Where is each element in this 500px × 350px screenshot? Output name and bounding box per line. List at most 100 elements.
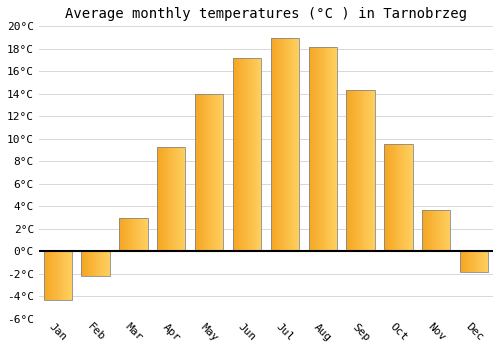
Bar (315, 47, 316, 251)
Bar (251, 58, 252, 251)
Bar (94, 251, 96, 276)
Bar (479, 251, 480, 272)
Bar (408, 145, 409, 251)
Bar (443, 210, 444, 251)
Bar (372, 90, 373, 251)
Bar (371, 90, 372, 251)
Bar (308, 47, 310, 251)
Bar (334, 47, 335, 251)
Bar (213, 94, 214, 251)
Bar (107, 251, 108, 276)
Bar (446, 210, 448, 251)
Bar (56, 251, 57, 300)
Bar (106, 251, 107, 276)
Bar (445, 210, 446, 251)
Bar (475, 251, 476, 272)
Bar (436, 210, 437, 251)
Bar (69, 251, 70, 300)
Bar (162, 147, 163, 251)
Bar (260, 58, 261, 251)
Bar (123, 218, 124, 251)
Bar (103, 251, 104, 276)
Bar (308, 47, 337, 251)
Bar (286, 37, 287, 251)
Bar (356, 90, 357, 251)
Bar (140, 218, 141, 251)
Bar (352, 90, 353, 251)
Bar (373, 90, 374, 251)
Bar (430, 210, 432, 251)
Bar (367, 90, 368, 251)
Bar (333, 47, 334, 251)
Bar (312, 47, 313, 251)
Bar (126, 218, 127, 251)
Bar (176, 147, 177, 251)
Bar (439, 210, 440, 251)
Bar (298, 37, 299, 251)
Bar (358, 90, 360, 251)
Bar (314, 47, 315, 251)
Bar (71, 251, 72, 300)
Bar (145, 218, 146, 251)
Bar (243, 58, 244, 251)
Bar (87, 251, 88, 276)
Bar (96, 251, 98, 276)
Bar (278, 37, 279, 251)
Bar (432, 210, 434, 251)
Bar (484, 251, 486, 272)
Bar (121, 218, 122, 251)
Bar (422, 210, 423, 251)
Bar (175, 147, 176, 251)
Bar (127, 218, 128, 251)
Bar (321, 47, 322, 251)
Bar (319, 47, 320, 251)
Bar (480, 251, 481, 272)
Bar (468, 251, 469, 272)
Bar (350, 90, 351, 251)
Bar (92, 251, 94, 276)
Bar (91, 251, 92, 276)
Bar (348, 90, 349, 251)
Bar (168, 147, 170, 251)
Bar (422, 210, 450, 251)
Bar (384, 145, 385, 251)
Bar (288, 37, 290, 251)
Bar (294, 37, 296, 251)
Bar (460, 251, 461, 272)
Bar (146, 218, 148, 251)
Bar (222, 94, 224, 251)
Bar (407, 145, 408, 251)
Bar (141, 218, 142, 251)
Bar (318, 47, 319, 251)
Bar (354, 90, 355, 251)
Bar (122, 218, 123, 251)
Bar (46, 251, 48, 300)
Bar (274, 37, 276, 251)
Bar (313, 47, 314, 251)
Bar (281, 37, 282, 251)
Bar (209, 94, 210, 251)
Bar (86, 251, 87, 276)
Bar (362, 90, 364, 251)
Bar (254, 58, 256, 251)
Bar (128, 218, 130, 251)
Bar (202, 94, 203, 251)
Bar (317, 47, 318, 251)
Bar (423, 210, 424, 251)
Bar (364, 90, 366, 251)
Bar (287, 37, 288, 251)
Bar (477, 251, 478, 272)
Bar (220, 94, 222, 251)
Bar (482, 251, 484, 272)
Bar (84, 251, 85, 276)
Bar (284, 37, 285, 251)
Bar (427, 210, 428, 251)
Bar (285, 37, 286, 251)
Bar (216, 94, 218, 251)
Bar (481, 251, 482, 272)
Bar (472, 251, 473, 272)
Bar (398, 145, 400, 251)
Bar (144, 218, 145, 251)
Bar (355, 90, 356, 251)
Bar (470, 251, 472, 272)
